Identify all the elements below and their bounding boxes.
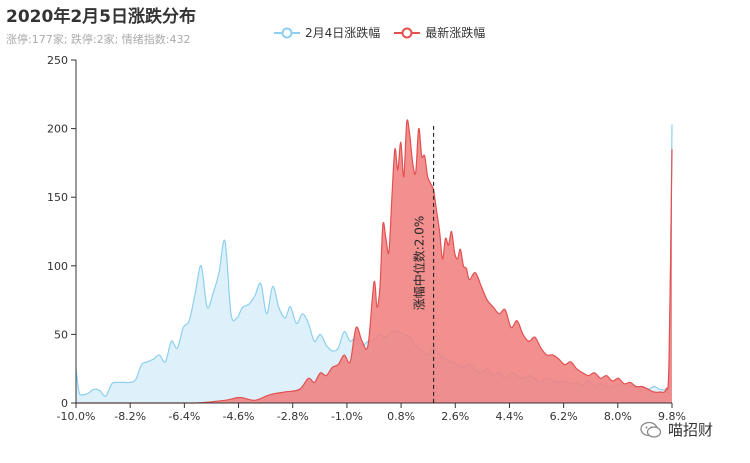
x-tick-label: 4.4% [495, 410, 523, 423]
x-tick-label: 0.8% [387, 410, 415, 423]
legend-label-latest: 最新涨跌幅 [425, 26, 486, 40]
x-tick-label: -4.6% [223, 410, 255, 423]
legend-label-previous: 2月4日涨跌幅 [305, 26, 381, 40]
legend-item-latest[interactable]: 最新涨跌幅 [394, 24, 485, 41]
x-tick-label: 9.8% [658, 410, 686, 423]
x-tick-label: 6.2% [550, 410, 578, 423]
legend-line-circle-icon [394, 27, 421, 38]
x-tick-label: 8.0% [604, 410, 632, 423]
chart-title: 2020年2月5日涨跌分布 [6, 7, 196, 27]
legend-line-circle-icon [274, 27, 300, 38]
wechat-icon [640, 421, 662, 438]
legend: 2月4日涨跌幅 最新涨跌幅 [274, 24, 485, 41]
y-tick-label: 150 [47, 191, 68, 204]
watermark: 喵招财 [640, 419, 713, 440]
x-tick-label: -8.2% [114, 410, 146, 423]
y-tick-label: 0 [61, 397, 68, 410]
y-tick-label: 200 [47, 123, 68, 136]
chart-subtitle: 涨停:177家; 跌停:2家; 情绪指数:432 [6, 33, 191, 46]
x-tick-label: -2.8% [277, 410, 309, 423]
x-tick-label: -6.4% [168, 410, 200, 423]
legend-item-previous[interactable]: 2月4日涨跌幅 [274, 24, 380, 41]
y-tick-label: 50 [54, 328, 68, 341]
watermark-text: 喵招财 [668, 421, 714, 439]
x-tick-label: -1.0% [331, 410, 363, 423]
y-tick-label: 250 [47, 54, 68, 67]
median-label: 涨幅中位数:2.0% [412, 216, 427, 311]
series-area-0 [76, 124, 672, 403]
x-tick-label: 2.6% [441, 410, 469, 423]
x-tick-label: -10.0% [57, 410, 96, 423]
series-line-1 [76, 119, 673, 404]
series-area-1 [76, 119, 672, 403]
y-tick-label: 100 [47, 260, 68, 273]
